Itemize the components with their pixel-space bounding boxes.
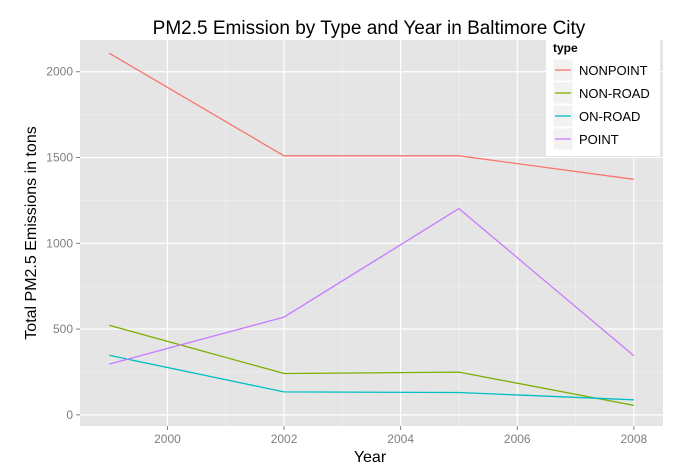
y-tick-label: 0 [66, 408, 73, 422]
y-tick-label: 2000 [46, 65, 73, 79]
y-tick-label: 1500 [46, 151, 73, 165]
x-tick-label: 2006 [504, 432, 531, 446]
legend-title: type [553, 41, 578, 55]
legend-label-non-road: NON-ROAD [579, 86, 650, 101]
y-tick-label: 500 [53, 322, 73, 336]
y-axis-ticks: 0 500 1000 1500 2000 [46, 65, 80, 422]
legend-label-nonpoint: NONPOINT [579, 63, 648, 78]
series-line-nonpoint [108, 52, 634, 180]
y-axis-title: Total PM2.5 Emissions in tons [23, 126, 40, 339]
legend: type NONPOINT NON-ROAD ON-ROAD POINT [546, 38, 660, 156]
legend-items: NONPOINT NON-ROAD ON-ROAD POINT [552, 58, 650, 151]
x-tick-label: 2002 [271, 432, 298, 446]
legend-label-on-road: ON-ROAD [579, 109, 640, 124]
x-axis-title: Year [354, 449, 387, 466]
series-line-point [109, 207, 635, 365]
chart-title: PM2.5 Emission by Type and Year in Balti… [153, 18, 586, 39]
series-line-on-road [109, 354, 634, 401]
series-line-non-road [109, 324, 635, 407]
legend-label-point: POINT [579, 132, 619, 147]
x-axis-ticks: 2000 2002 2004 2006 2008 [154, 426, 648, 446]
x-tick-label: 2004 [387, 432, 414, 446]
y-tick-label: 1000 [46, 236, 73, 250]
x-tick-label: 2000 [154, 432, 181, 446]
x-tick-label: 2008 [620, 432, 647, 446]
series-layer [108, 52, 635, 407]
